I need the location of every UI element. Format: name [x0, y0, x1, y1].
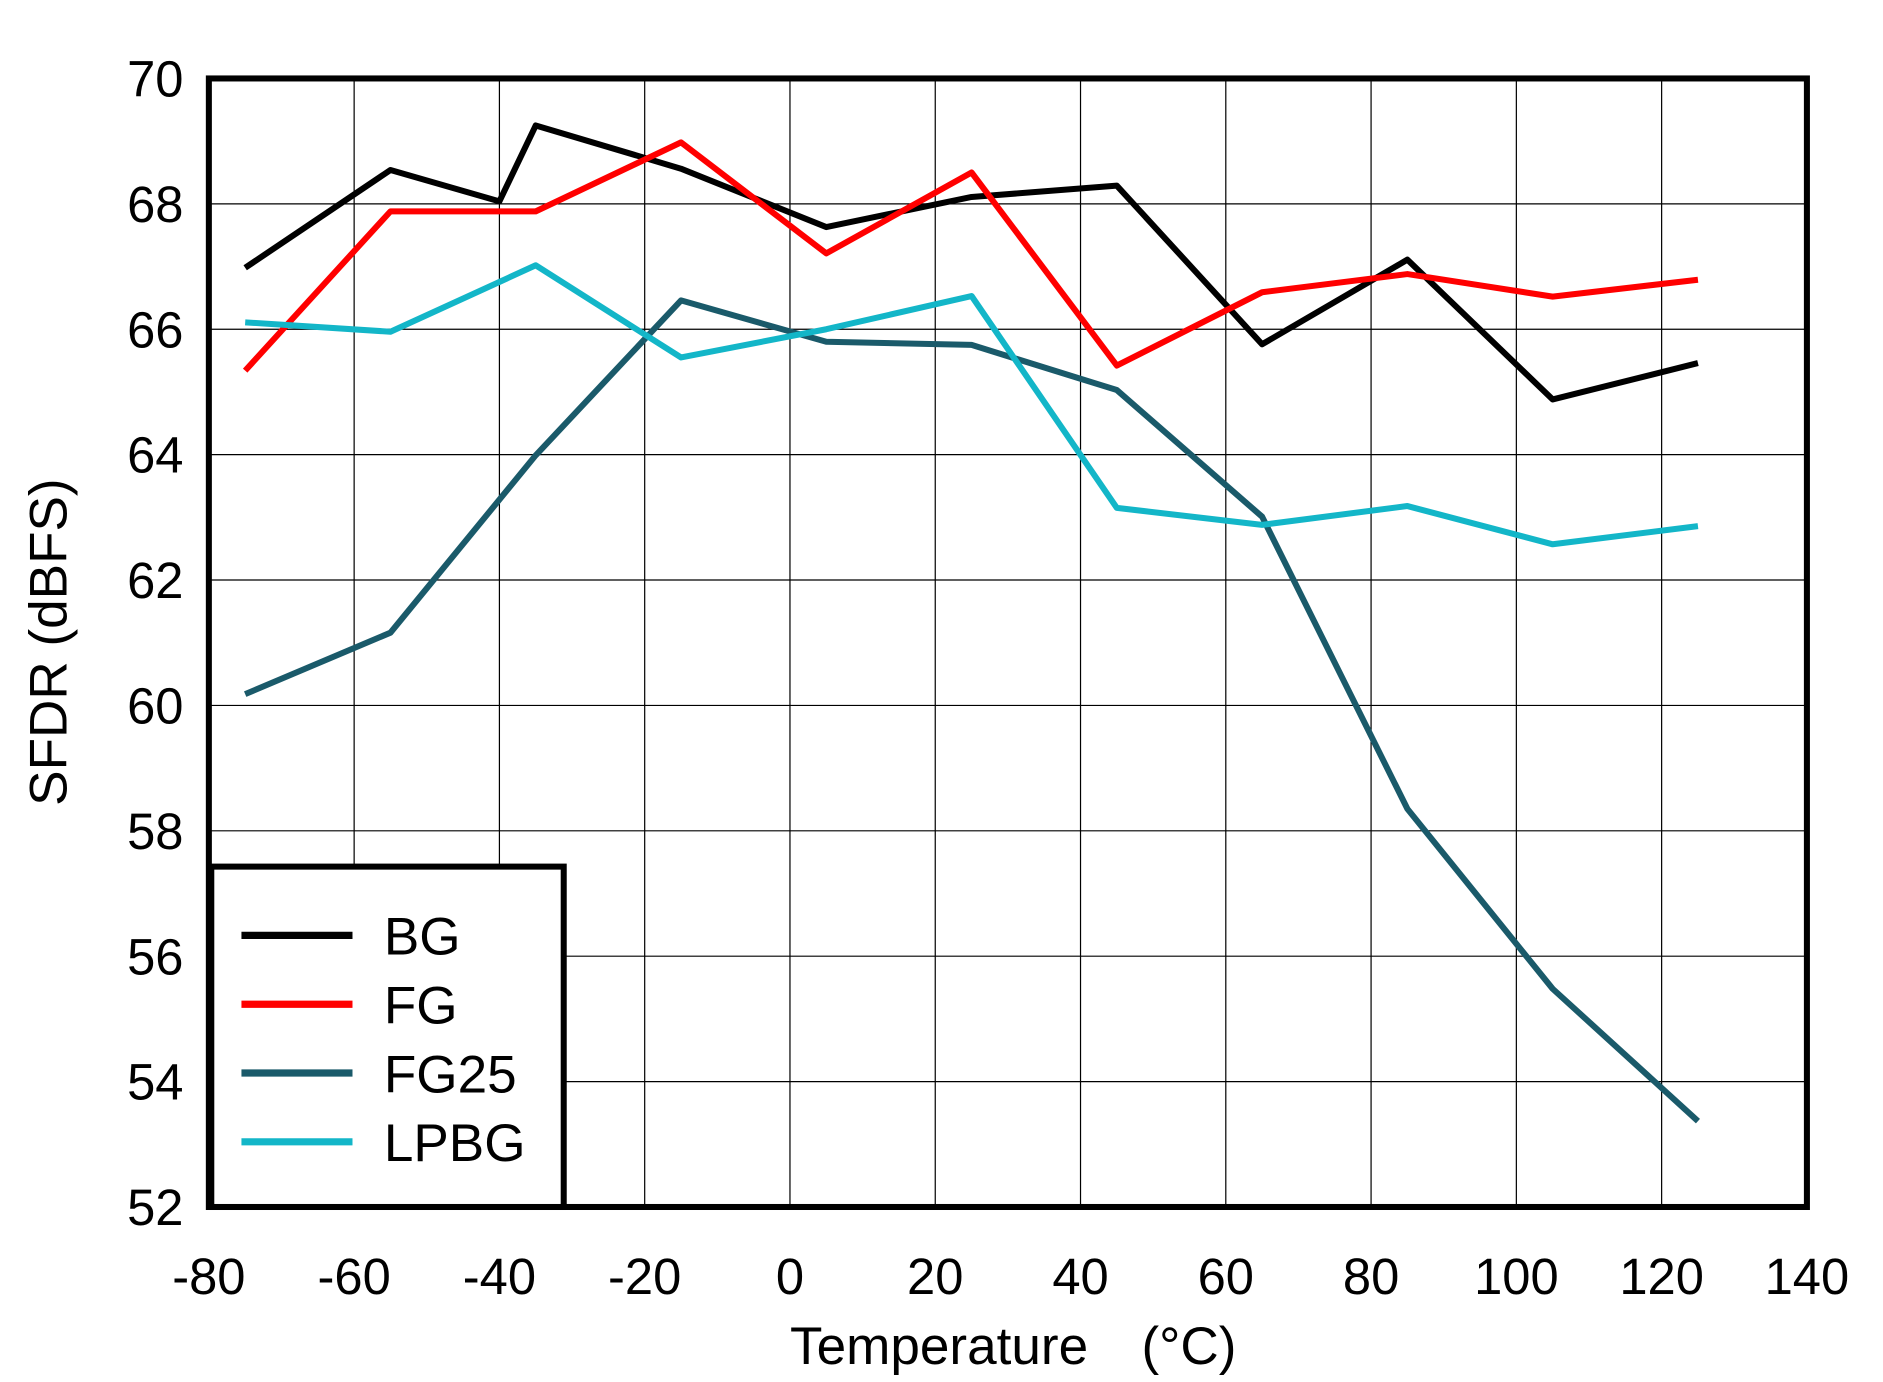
x-axis-label: Temperature — [790, 1317, 1088, 1376]
x-axis-unit: (°C) — [1141, 1317, 1236, 1376]
legend: BG FG FG25 LPBG — [208, 863, 567, 1211]
x-tick-label: 20 — [907, 1248, 963, 1305]
series-line-bg — [243, 122, 1699, 403]
series-line-lpbg — [244, 262, 1699, 548]
y-tick-label: 68 — [127, 176, 183, 233]
legend-label-lpbg: LPBG — [384, 1114, 526, 1173]
series-line-fg25 — [244, 297, 1700, 1124]
y-tick-label: 58 — [127, 803, 183, 860]
x-tick-label: 40 — [1052, 1248, 1108, 1305]
legend-label-bg: BG — [384, 908, 461, 967]
x-tick-label: 0 — [776, 1248, 804, 1305]
x-tick-label: -40 — [463, 1248, 536, 1305]
x-tick-label: 120 — [1619, 1248, 1704, 1305]
y-tick-label: 54 — [127, 1054, 183, 1111]
legend-label-fg: FG — [384, 977, 458, 1036]
y-tick-label: 64 — [127, 427, 183, 484]
y-tick-label: 70 — [127, 51, 183, 108]
series-lines — [242, 122, 1700, 1124]
y-tick-label: 66 — [127, 301, 183, 358]
x-tick-label: 60 — [1198, 1248, 1254, 1305]
x-tick-label: -60 — [318, 1248, 391, 1305]
x-tick-label: -20 — [608, 1248, 681, 1305]
x-tick-label: 140 — [1765, 1248, 1850, 1305]
y-tick-label: 56 — [127, 928, 183, 985]
y-axis-label: SFDR (dBFS) — [19, 478, 78, 805]
x-tick-label: 100 — [1474, 1248, 1559, 1305]
y-tick-label: 62 — [127, 552, 183, 609]
x-tick-label: 80 — [1343, 1248, 1399, 1305]
x-tick-label: -80 — [172, 1248, 245, 1305]
legend-box — [208, 863, 567, 1211]
legend-label-fg25: FG25 — [384, 1045, 517, 1104]
y-tick-label: 52 — [127, 1179, 183, 1236]
y-tick-label: 60 — [127, 678, 183, 735]
plot-frame — [205, 75, 1810, 1211]
tick-labels: -80 -60 -40 -20 0 20 40 60 80 100 120 140 52 54 56 58 60… — [127, 51, 1849, 1305]
series-line-fg — [242, 139, 1699, 373]
